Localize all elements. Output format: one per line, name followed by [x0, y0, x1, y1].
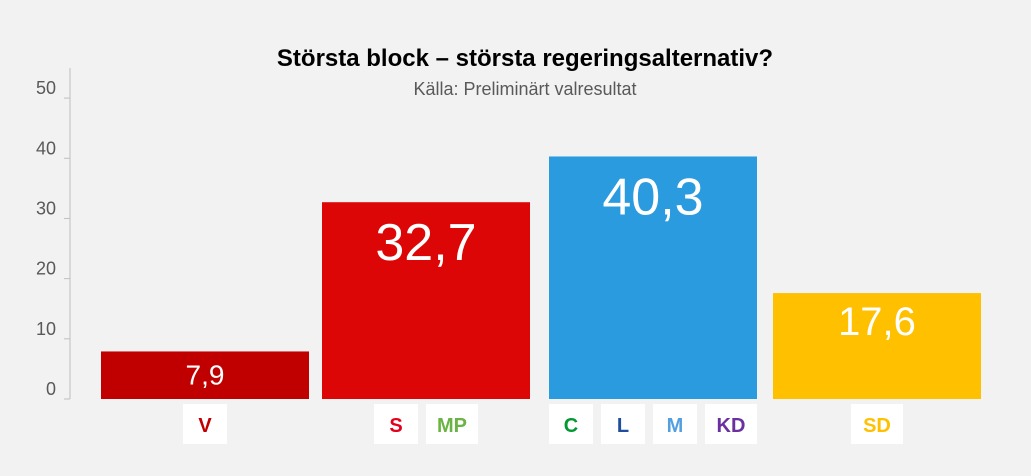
party-box [653, 404, 697, 444]
party-label: SD [863, 415, 891, 437]
bar-value-label: 7,9 [186, 359, 225, 390]
bar-value-label: 17,6 [838, 300, 916, 344]
chart-title: Största block – största regeringsalterna… [277, 45, 773, 72]
y-tick-label: 20 [36, 259, 56, 279]
party-box [183, 404, 227, 444]
party-label: S [389, 415, 402, 437]
bar-3 [549, 156, 757, 399]
party-labels: V S MP C L M KD SD [183, 404, 903, 444]
bar-1 [101, 351, 309, 399]
party-box [549, 404, 593, 444]
y-axis-ticks: 0 10 20 30 40 50 [36, 78, 70, 400]
y-tick-label: 50 [36, 78, 56, 98]
party-label: L [617, 415, 629, 437]
party-box [851, 404, 903, 444]
party-box [601, 404, 645, 444]
bars: 7,9 32,7 40,3 17,6 [101, 156, 981, 399]
party-label: V [198, 415, 212, 437]
party-label: C [564, 415, 578, 437]
party-box [374, 404, 418, 444]
y-tick-label: 10 [36, 319, 56, 339]
bar-2 [322, 202, 530, 399]
party-label: M [667, 415, 684, 437]
y-tick-label: 0 [46, 379, 56, 399]
party-box [705, 404, 757, 444]
bar-value-label: 40,3 [602, 168, 703, 226]
chart-subtitle: Källa: Preliminärt valresultat [413, 79, 636, 99]
y-tick-label: 30 [36, 198, 56, 218]
bar-4 [773, 293, 981, 399]
party-label: KD [717, 415, 746, 437]
bar-value-label: 32,7 [375, 214, 476, 272]
party-box [426, 404, 478, 444]
y-tick-label: 40 [36, 138, 56, 158]
party-label: MP [437, 415, 467, 437]
